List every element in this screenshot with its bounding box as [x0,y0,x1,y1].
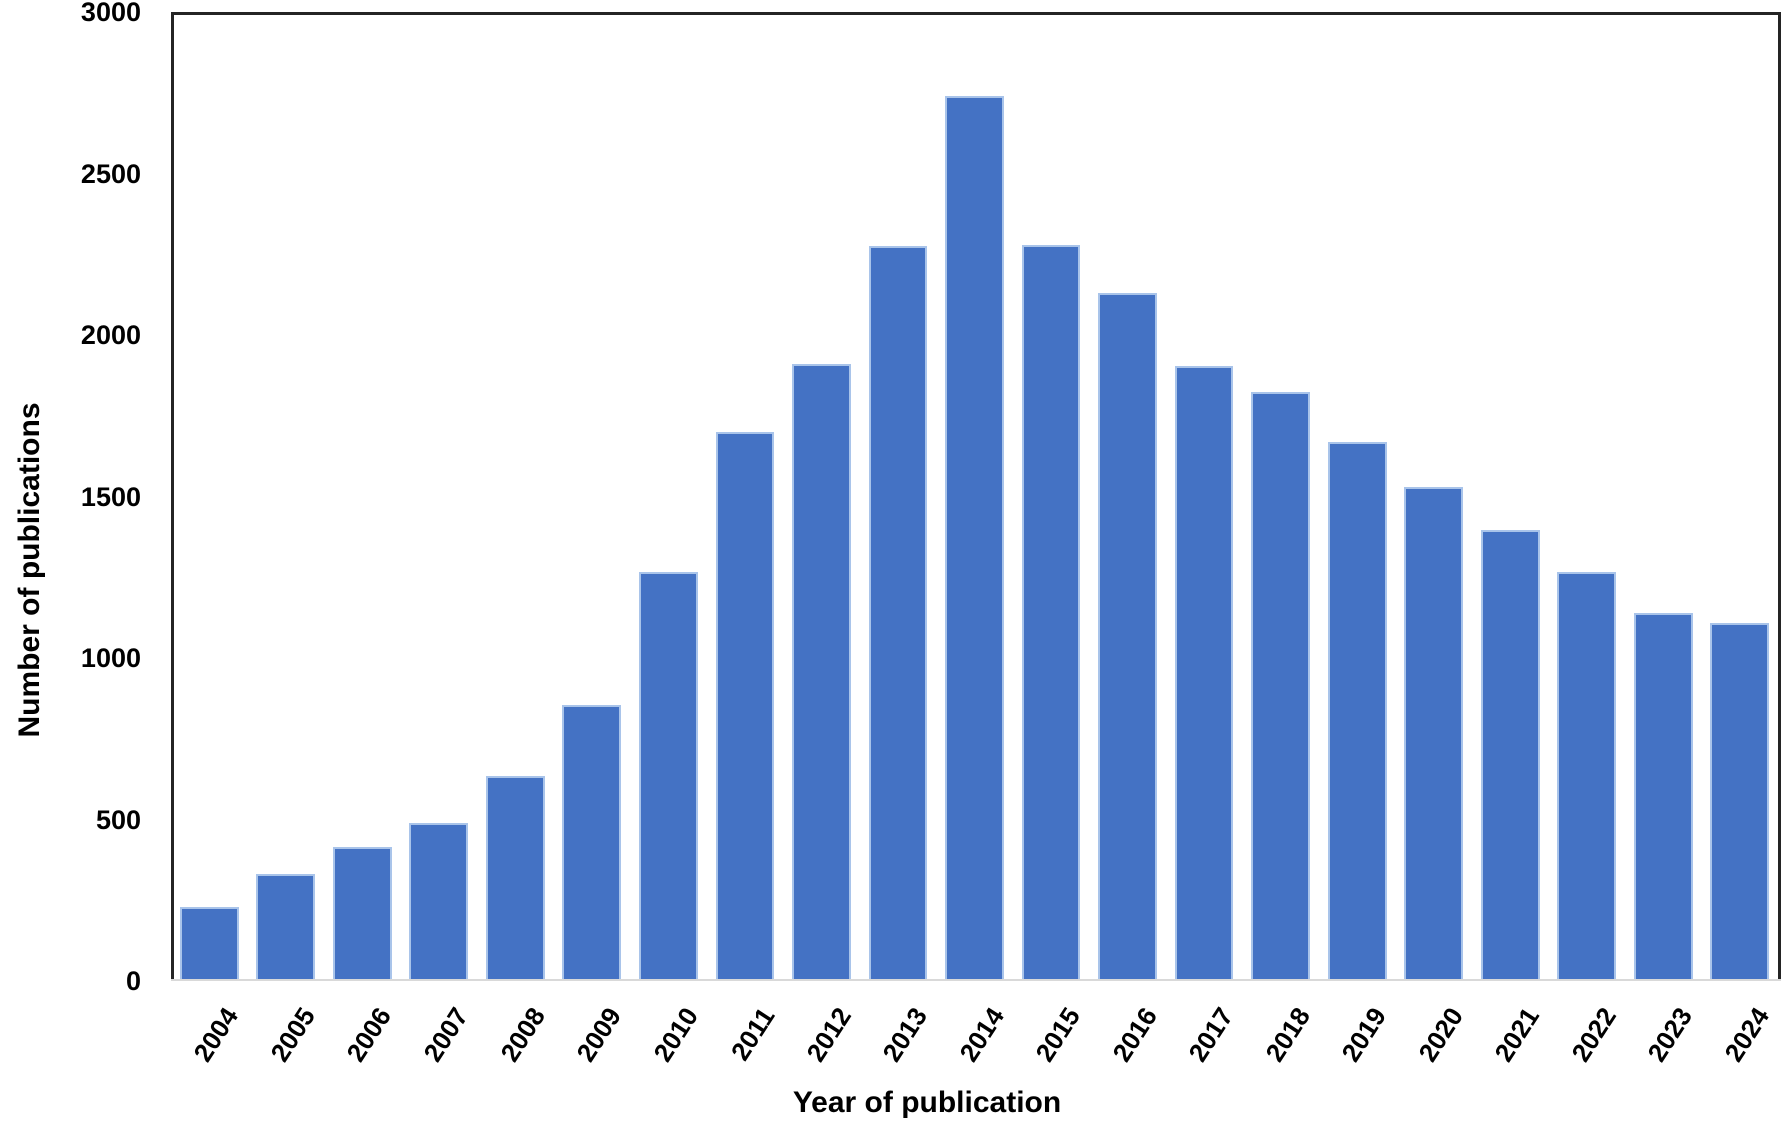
x-label-2005: 2005 [264,1002,321,1067]
x-label-2024: 2024 [1718,1002,1775,1067]
x-label-2022: 2022 [1565,1002,1622,1067]
x-label-2020: 2020 [1412,1002,1469,1067]
y-tick-1500: 1500 [80,481,141,512]
bar-2006 [332,847,392,981]
bar-2021 [1480,530,1540,981]
x-label-2018: 2018 [1259,1002,1316,1067]
bar-2024 [1710,622,1770,981]
bar-2012 [792,364,851,981]
x-label-2006: 2006 [340,1002,398,1067]
bar-2007 [409,822,469,981]
bar-2019 [1327,441,1387,981]
x-label-2013: 2013 [876,1002,934,1067]
y-tick-3000: 3000 [80,0,141,27]
x-label-2023: 2023 [1641,1002,1699,1067]
x-label-2011: 2011 [724,1002,781,1066]
bar-2022 [1557,572,1617,981]
bar-2016 [1098,293,1157,981]
bar-2017 [1174,365,1234,981]
bar-2005 [256,874,316,981]
plot-right-border [1778,12,1781,981]
bar-2010 [638,572,698,981]
x-label-2012: 2012 [799,1002,857,1067]
bar-2020 [1404,486,1464,981]
y-tick-0: 0 [125,966,141,996]
x-label-2017: 2017 [1182,1002,1240,1067]
x-label-2019: 2019 [1335,1002,1393,1067]
x-label-2014: 2014 [952,1002,1010,1067]
x-label-2007: 2007 [417,1002,474,1067]
bar-2013 [868,246,928,981]
x-label-2016: 2016 [1105,1002,1163,1067]
bar-2023 [1633,612,1693,981]
bar-2009 [562,704,622,981]
y-axis-title: Number of publications [13,402,46,738]
x-axis-title: Year of publication [792,1086,1062,1119]
y-tick-500: 500 [95,804,141,835]
x-label-2010: 2010 [646,1002,704,1067]
bar-2004 [179,906,239,981]
y-tick-2500: 2500 [80,158,141,189]
x-label-2004: 2004 [187,1002,245,1067]
x-axis-baseline [171,979,1781,981]
y-tick-2000: 2000 [80,320,141,350]
y-tick-1000: 1000 [80,643,141,673]
x-label-2021: 2021 [1488,1002,1546,1067]
bar-2018 [1251,391,1310,981]
plot-area [171,12,1778,981]
x-label-2015: 2015 [1029,1002,1087,1067]
bar-2011 [715,431,775,981]
x-label-2009: 2009 [570,1002,628,1067]
bar-2014 [945,96,1004,981]
bar-2015 [1021,244,1081,981]
bar-2008 [485,775,545,981]
plot-top-border [171,12,1781,15]
y-axis-line [171,12,174,981]
x-label-2008: 2008 [493,1002,551,1067]
